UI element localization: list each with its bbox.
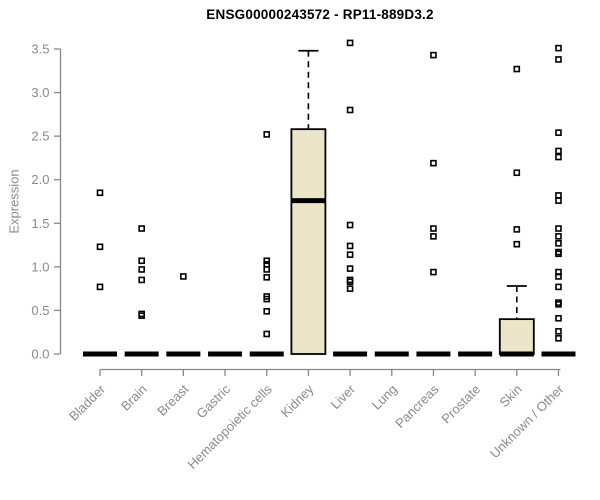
outlier-point — [138, 312, 145, 319]
y-tick-label: 2.5 — [31, 129, 49, 144]
outlier-point — [513, 65, 521, 73]
outlier-point — [430, 233, 437, 240]
median-bar — [458, 351, 493, 357]
outlier-point — [555, 240, 562, 247]
outlier-point — [513, 226, 521, 233]
outlier-point — [555, 153, 562, 161]
category-label: Brain — [118, 382, 150, 414]
outlier-point — [430, 159, 437, 167]
category-label: Kidney — [278, 381, 317, 420]
outlier-point — [430, 51, 437, 59]
median-bar — [166, 351, 201, 357]
outlier-point — [346, 265, 354, 272]
outlier-point — [555, 147, 562, 155]
outlier-point — [555, 44, 562, 52]
category-label: Pancreas — [392, 381, 442, 431]
outlier-point — [346, 251, 354, 258]
y-tick-label: 2.0 — [31, 172, 49, 187]
category-label: Gastric — [193, 381, 233, 421]
median-bar — [208, 351, 243, 357]
y-tick-label: 0.5 — [31, 303, 49, 318]
outlier-point — [138, 225, 145, 232]
outlier-point — [263, 260, 271, 268]
outlier-point — [513, 240, 521, 248]
outlier-point — [346, 221, 354, 229]
median-bar — [124, 351, 159, 357]
median-bar — [333, 351, 368, 357]
outlier-point — [96, 283, 104, 291]
category-label: Bladder — [66, 381, 109, 424]
outlier-point — [346, 39, 354, 47]
outlier-point — [555, 301, 562, 308]
outlier-point — [555, 283, 562, 291]
median-bar — [291, 198, 326, 204]
outlier-point — [555, 273, 562, 280]
y-tick-label: 1.5 — [31, 216, 49, 231]
outlier-point — [263, 274, 271, 281]
category-label: Unknown / Other — [487, 381, 567, 461]
outlier-point — [263, 257, 271, 265]
y-tick-label: 3.0 — [31, 85, 49, 100]
outlier-point — [346, 285, 354, 292]
category-label: Prostate — [438, 382, 483, 427]
median-bar — [374, 351, 409, 357]
outlier-point — [555, 328, 562, 335]
category-label: Breast — [154, 381, 191, 418]
outlier-point — [138, 276, 145, 284]
outlier-point — [555, 233, 562, 240]
box-skin — [498, 318, 535, 355]
outlier-point — [138, 257, 145, 265]
outlier-point — [263, 330, 271, 338]
median-bar — [249, 351, 284, 357]
category-label: Skin — [496, 382, 524, 410]
outlier-point — [180, 273, 187, 280]
outlier-point — [96, 189, 104, 197]
outlier-point — [346, 278, 354, 285]
outlier-point — [263, 131, 271, 138]
outlier-point — [513, 169, 521, 177]
y-tick-label: 1.0 — [31, 259, 49, 274]
chart-title: ENSG00000243572 - RP11-889D3.2 — [206, 7, 434, 22]
outlier-point — [263, 266, 271, 273]
median-bar — [499, 351, 534, 357]
outlier-point — [555, 192, 562, 199]
category-label: Lung — [369, 382, 400, 413]
outlier-point — [555, 335, 562, 342]
outlier-point — [138, 266, 145, 273]
outlier-point — [263, 307, 271, 315]
outlier-point — [555, 129, 562, 136]
outlier-point — [430, 225, 437, 232]
outlier-point — [430, 268, 437, 276]
outlier-point — [263, 295, 271, 303]
outlier-point — [555, 314, 562, 322]
category-label: Liver — [328, 381, 359, 412]
median-bar — [541, 351, 576, 357]
y-tick-label: 0.0 — [31, 347, 49, 362]
median-bar — [83, 351, 117, 357]
y-tick-label: 3.5 — [31, 42, 49, 57]
outlier-point — [555, 197, 562, 204]
outlier-point — [555, 56, 562, 63]
outlier-point — [555, 250, 562, 258]
median-bar — [416, 351, 451, 357]
outlier-point — [96, 243, 104, 251]
outlier-point — [346, 106, 354, 114]
outlier-point — [346, 242, 354, 250]
outlier-point — [555, 225, 562, 232]
box-kidney — [290, 128, 327, 355]
